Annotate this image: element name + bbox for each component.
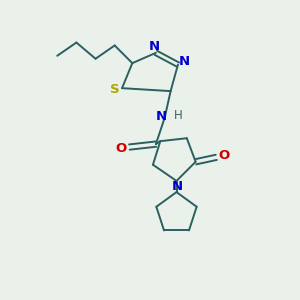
Text: N: N (149, 40, 160, 53)
Text: N: N (172, 180, 183, 193)
Text: O: O (218, 149, 229, 162)
Text: N: N (179, 55, 190, 68)
Text: O: O (116, 142, 127, 155)
Text: S: S (110, 82, 119, 95)
Text: H: H (174, 109, 182, 122)
Text: N: N (156, 110, 167, 123)
